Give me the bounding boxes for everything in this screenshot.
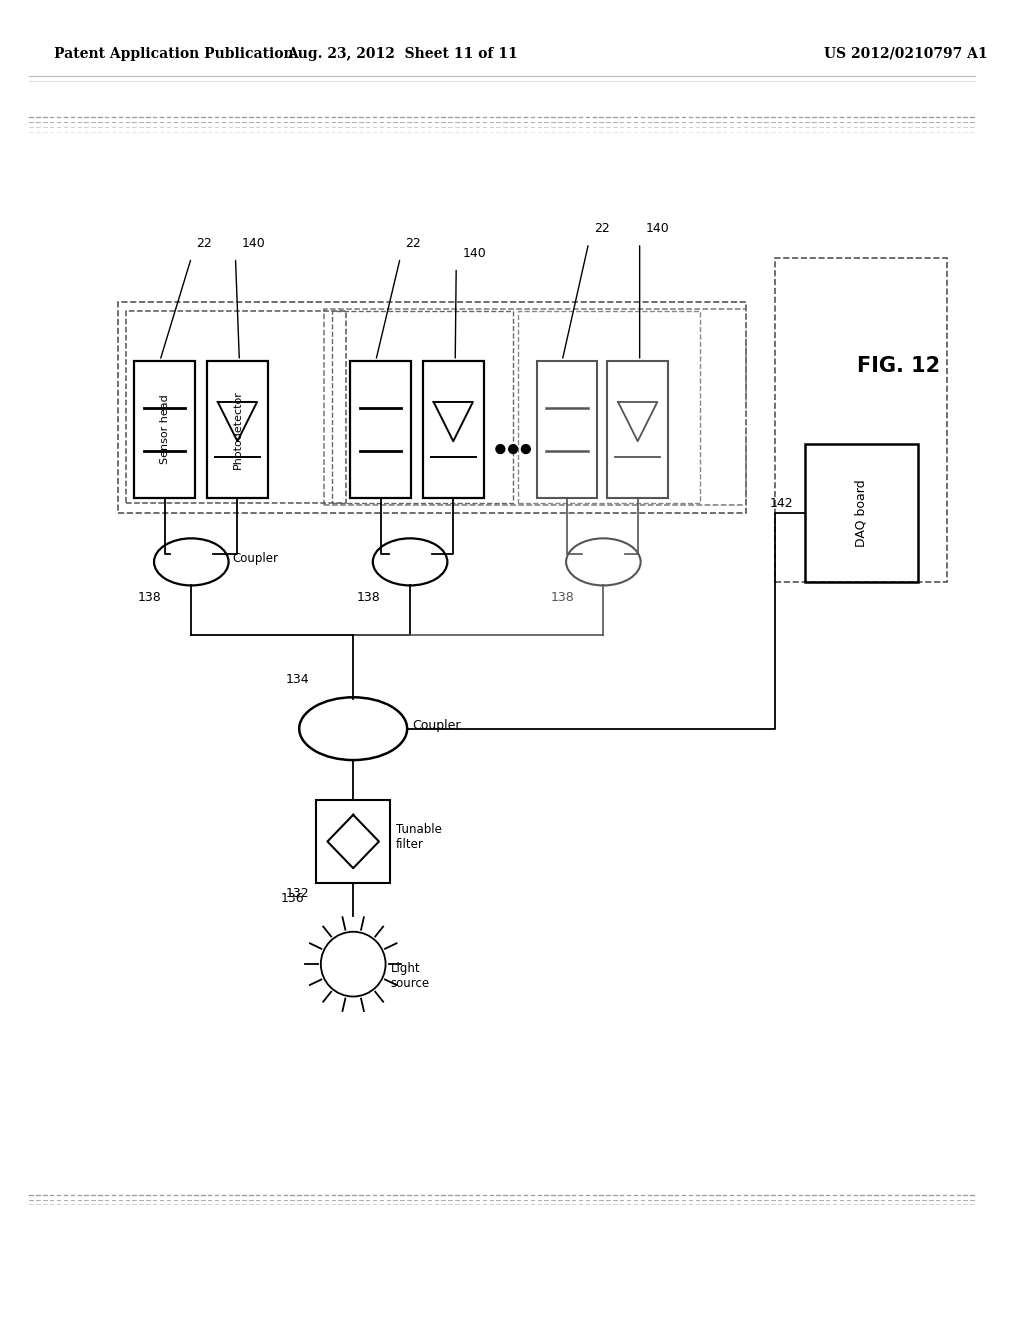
Text: 134: 134 bbox=[286, 673, 309, 686]
Text: 140: 140 bbox=[463, 247, 486, 260]
Text: 22: 22 bbox=[406, 236, 421, 249]
Bar bbox=[126, 310, 346, 503]
Bar bbox=[332, 310, 513, 503]
Bar bbox=[324, 309, 745, 506]
Text: Coupler: Coupler bbox=[412, 719, 461, 733]
Text: Aug. 23, 2012  Sheet 11 of 11: Aug. 23, 2012 Sheet 11 of 11 bbox=[287, 46, 517, 61]
Bar bbox=[207, 360, 268, 498]
Bar bbox=[607, 360, 668, 498]
Text: 138: 138 bbox=[138, 591, 162, 603]
Text: 142: 142 bbox=[770, 496, 794, 510]
Text: FIG. 12: FIG. 12 bbox=[857, 355, 940, 376]
Text: US 2012/0210797 A1: US 2012/0210797 A1 bbox=[824, 46, 988, 61]
Text: DAQ board: DAQ board bbox=[855, 479, 868, 546]
Bar bbox=[118, 302, 745, 513]
Bar bbox=[423, 360, 483, 498]
Text: Patent Application Publication: Patent Application Publication bbox=[54, 46, 294, 61]
Bar bbox=[775, 257, 947, 582]
Text: 140: 140 bbox=[242, 236, 265, 249]
Bar bbox=[350, 360, 411, 498]
Text: Photodetector: Photodetector bbox=[232, 389, 243, 469]
Text: 136: 136 bbox=[281, 892, 304, 906]
Bar bbox=[518, 310, 699, 503]
Text: 132: 132 bbox=[286, 887, 309, 900]
Text: Coupler: Coupler bbox=[232, 553, 279, 565]
Circle shape bbox=[521, 445, 530, 454]
Bar bbox=[537, 360, 597, 498]
Bar bbox=[805, 444, 918, 582]
Text: Light
source: Light source bbox=[390, 962, 430, 990]
Bar bbox=[316, 800, 390, 883]
Text: 138: 138 bbox=[550, 591, 573, 603]
Bar bbox=[134, 360, 196, 498]
Text: 22: 22 bbox=[595, 222, 610, 235]
Circle shape bbox=[509, 445, 517, 454]
Text: 138: 138 bbox=[357, 591, 381, 603]
Circle shape bbox=[496, 445, 505, 454]
Text: 22: 22 bbox=[197, 236, 212, 249]
Text: 140: 140 bbox=[645, 222, 670, 235]
Text: Sensor head: Sensor head bbox=[160, 395, 170, 465]
Text: Tunable
filter: Tunable filter bbox=[396, 822, 441, 850]
